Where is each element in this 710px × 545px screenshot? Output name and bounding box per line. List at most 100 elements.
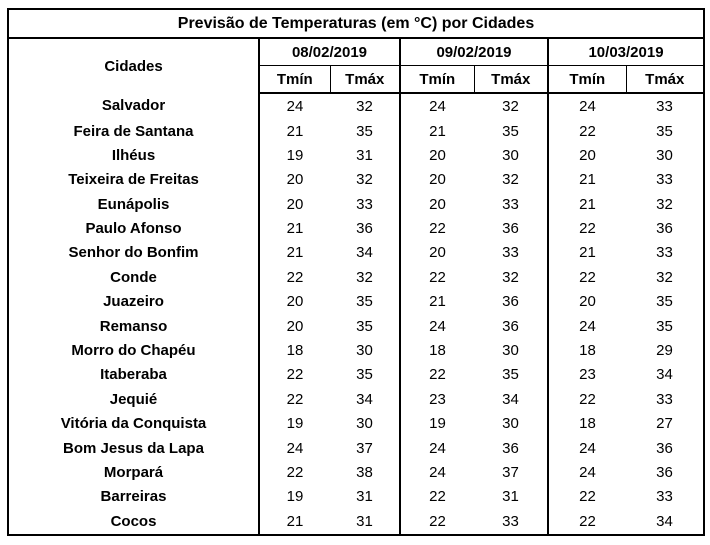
tmax-cell: 33 [474,192,549,217]
table-row: Salvador 24 32 24 32 24 33 [8,93,704,119]
tmin-cell: 22 [579,220,596,238]
tmax-cell: 35 [656,293,673,311]
city-name-cell: Eunápolis [8,192,260,217]
tmax-cell: 29 [656,342,673,360]
city-name-cell: Bom Jesus da Lapa [8,435,260,461]
tmax-cell: 30 [656,146,673,164]
tmin-cell: 19 [429,415,446,433]
tmax-cell: 36 [656,220,673,238]
tmin-cell: 22 [579,268,596,286]
tmax-cell: 36 [656,463,673,481]
tmin-cell: 21 [286,122,304,140]
tmax-cell: 33 [330,192,401,217]
tmin-cell: 22 [429,488,446,506]
tmin-cell: 24 [429,463,446,481]
tmin-cell: 23 [579,366,596,384]
city-name-cell: Feira de Santana [8,118,260,144]
table-header: Previsão de Temperaturas (em °C) por Cid… [8,9,705,94]
table-row: Morpará 22 38 24 37 24 36 [8,460,704,485]
city-name-cell: Cocos [8,509,260,535]
table-row: Morro do Chapéu 18 30 18 30 18 29 [8,338,704,363]
tmin-cell: 24 [579,439,596,457]
tmin-cell: 22 [429,366,446,384]
tmin-cell: 20 [579,293,596,311]
tmin-cell: 21 [429,122,446,140]
tmax-cell: 35 [330,118,401,144]
tmin-cell: 21 [579,195,596,213]
subheader-row: Tmín Tmáx Tmín Tmáx Tmín Tmáx [8,65,705,94]
tmax-cell: 36 [474,216,549,241]
tmax-cell: 32 [330,265,401,290]
date-header-1: 08/02/2019 [259,38,401,66]
tmax-cell: 33 [474,240,549,266]
table-title: Previsão de Temperaturas (em °C) por Cid… [8,9,705,39]
tmin-cell: 22 [579,122,596,140]
tmin-cell: 22 [286,463,304,481]
tmin-cell: 24 [579,463,596,481]
city-name-cell: Itaberaba [8,362,260,388]
table-row: Teixeira de Freitas 20 32 20 32 21 33 [8,167,704,192]
table-row: Ilhéus 19 31 20 30 20 30 [8,143,704,168]
tmax-cell: 27 [656,415,673,433]
tmax-cell: 33 [656,488,673,506]
table-row: Cocos 21 31 22 33 22 34 [8,509,704,535]
tmin-cell: 22 [579,390,596,408]
tmax-cell: 33 [656,390,673,408]
tmin-header-2: Tmín [400,65,475,94]
tmin-cell: 23 [429,390,446,408]
tmax-cell: 30 [474,338,549,363]
tmin-cell: 22 [286,366,304,384]
tmax-cell: 32 [330,93,401,119]
tmax-cell: 30 [330,411,401,436]
city-name-cell: Salvador [8,93,260,119]
table-row: Eunápolis 20 33 20 33 21 32 [8,192,704,217]
city-name-cell: Morro do Chapéu [8,338,260,363]
date-header-3: 10/03/2019 [548,38,705,66]
tmax-cell: 33 [656,244,673,262]
city-name-cell: Morpará [8,460,260,485]
tmin-cell: 19 [286,146,304,164]
city-name-cell: Conde [8,265,260,290]
tmax-cell: 36 [656,439,673,457]
tmin-cell: 21 [286,244,304,262]
tmin-cell: 18 [579,342,596,360]
tmin-cell: 24 [429,97,446,115]
table-row: Jequié 22 34 23 34 22 33 [8,387,704,412]
tmin-cell: 18 [286,342,304,360]
tmax-cell: 34 [656,513,673,531]
tmax-cell: 36 [474,313,549,339]
tmax-cell: 33 [656,97,673,115]
tmax-cell: 35 [330,289,401,314]
tmin-header-3: Tmín [548,65,627,94]
tmax-cell: 32 [474,93,549,119]
tmax-cell: 35 [474,362,549,388]
tmin-cell: 24 [429,439,446,457]
tmax-cell: 37 [474,460,549,485]
tmax-cell: 34 [656,366,673,384]
tmax-cell: 30 [474,411,549,436]
temperature-forecast-table: Previsão de Temperaturas (em °C) por Cid… [7,8,706,536]
table-row: Juazeiro 20 35 21 36 20 35 [8,289,704,314]
tmax-cell: 33 [474,509,549,535]
tmin-cell: 24 [429,317,446,335]
tmax-header-2: Tmáx [474,65,549,94]
tmin-cell: 22 [429,513,446,531]
table-row: Feira de Santana 21 35 21 35 22 35 [8,118,704,144]
tmin-cell: 19 [286,488,304,506]
tmax-cell: 36 [474,289,549,314]
tmax-header-3: Tmáx [626,65,705,94]
tmax-cell: 33 [656,171,673,189]
tmin-cell: 20 [429,244,446,262]
date-header-row: Cidades 08/02/2019 09/02/2019 10/03/2019 [8,38,705,93]
tmin-cell: 24 [286,97,304,115]
city-name-cell: Barreiras [8,484,260,510]
tmax-cell: 32 [656,195,673,213]
tmax-cell: 31 [330,484,401,510]
tmax-cell: 36 [330,216,401,241]
tmin-cell: 24 [286,439,304,457]
tmin-cell: 21 [579,244,596,262]
city-name-cell: Paulo Afonso [8,216,260,241]
table-row: Itaberaba 22 35 22 35 23 34 [8,362,704,388]
tmax-cell: 35 [656,122,673,140]
tmin-cell: 20 [286,317,304,335]
